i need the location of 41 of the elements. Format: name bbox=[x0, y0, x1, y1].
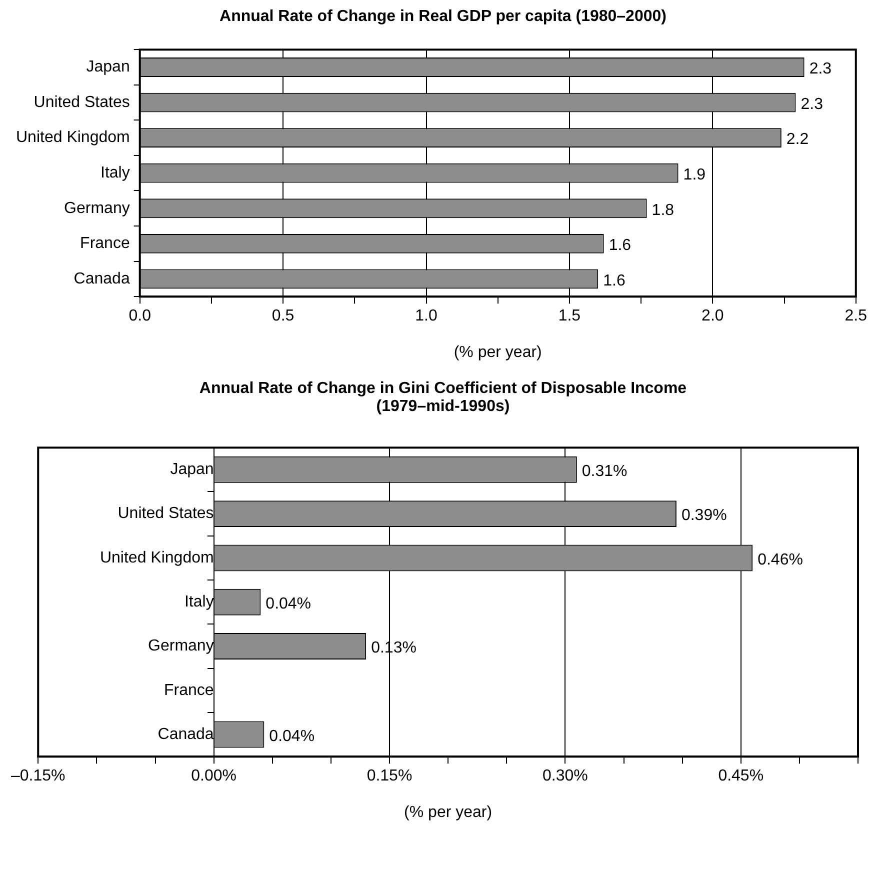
x-tick-label: –0.15% bbox=[11, 768, 66, 785]
y-tick-label: Canada bbox=[74, 270, 130, 288]
x-tick-label: 0.5 bbox=[272, 308, 294, 325]
y-tick-label: Canada bbox=[158, 726, 214, 743]
y-tick-label: United States bbox=[34, 94, 130, 111]
y-tick-label: Italy bbox=[184, 594, 214, 611]
y-tick-label: Japan bbox=[170, 461, 214, 478]
y-tick-label: United Kingdom bbox=[100, 549, 214, 566]
y-tick-label: Germany bbox=[64, 200, 130, 217]
x-tick-label: 1.5 bbox=[558, 308, 581, 325]
data-label: 1.6 bbox=[603, 272, 626, 290]
y-tick-label: France bbox=[80, 235, 130, 252]
x-tick-label: 2.5 bbox=[844, 308, 868, 325]
y-tick-label: France bbox=[164, 682, 214, 699]
data-label: 1.9 bbox=[683, 166, 706, 184]
x-axis-title: (% per year) bbox=[404, 804, 492, 821]
y-tick-label: United States bbox=[118, 505, 214, 522]
x-axis-title: (% per year) bbox=[454, 344, 542, 361]
data-label: 0.04% bbox=[269, 728, 315, 745]
y-tick-label: Germany bbox=[148, 638, 214, 655]
data-label: 2.2 bbox=[786, 131, 809, 148]
y-tick-label: United Kingdom bbox=[16, 129, 130, 146]
chart-title: Annual Rate of Change in Gini Coefficient of Disposable Income (1979–mid-1990s) bbox=[198, 380, 688, 416]
y-tick-label: Japan bbox=[86, 58, 130, 76]
x-tick-label: 0.0 bbox=[128, 308, 152, 325]
x-tick-label: 0.30% bbox=[542, 768, 588, 785]
x-tick-label: 0.45% bbox=[718, 768, 764, 785]
data-label: 0.46% bbox=[758, 551, 803, 568]
data-label: 1.8 bbox=[652, 202, 674, 219]
data-label: 0.31% bbox=[582, 463, 628, 480]
data-label: 0.04% bbox=[266, 596, 312, 613]
data-label: 2.3 bbox=[809, 60, 832, 78]
chart-title: Annual Rate of Change in Real GDP per capita (1980–2000) bbox=[218, 8, 668, 26]
x-tick-label: 2.0 bbox=[702, 308, 724, 325]
x-tick-label: 0.15% bbox=[366, 768, 412, 785]
y-tick-label: Italy bbox=[100, 164, 130, 182]
x-tick-label: 0.00% bbox=[191, 768, 237, 785]
data-label: 0.39% bbox=[681, 507, 727, 524]
data-label: 2.3 bbox=[800, 96, 824, 113]
data-label: 1.6 bbox=[608, 237, 632, 254]
x-tick-label: 1.0 bbox=[415, 308, 438, 325]
